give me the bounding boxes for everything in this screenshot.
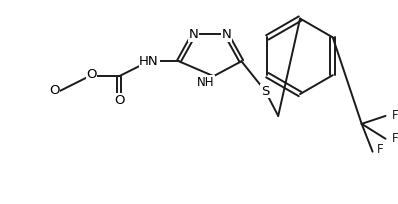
Text: O: O bbox=[114, 93, 125, 106]
Text: N: N bbox=[222, 28, 231, 41]
Text: O: O bbox=[49, 84, 60, 96]
Text: S: S bbox=[261, 85, 269, 98]
Text: O: O bbox=[86, 68, 97, 81]
Text: F: F bbox=[392, 132, 398, 145]
Text: F: F bbox=[392, 109, 398, 122]
Text: N: N bbox=[189, 28, 199, 41]
Text: HN: HN bbox=[139, 55, 159, 68]
Text: F: F bbox=[377, 143, 383, 156]
Text: NH: NH bbox=[197, 76, 215, 89]
